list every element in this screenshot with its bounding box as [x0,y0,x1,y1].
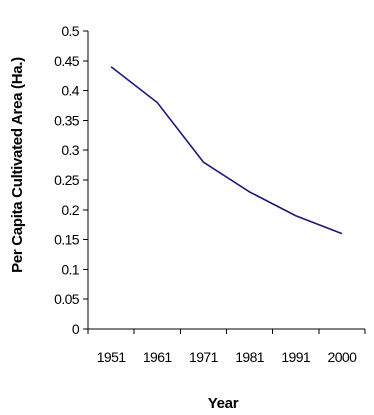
x-tick-label: 2000 [328,349,358,365]
x-tick-label: 1991 [281,349,311,365]
y-axis-title: Per Capita Cultivated Area (Ha.) [9,57,26,273]
x-axis: 1951 1961 1971 1981 1991 2000 [87,328,366,365]
x-tick-label: 1951 [97,349,127,365]
x-axis-title: Year [208,395,239,412]
y-tick-label: 0.05 [54,291,80,307]
y-tick-label: 0.25 [54,172,80,188]
series-line [110,66,343,235]
y-tick-label: 0.45 [54,53,80,69]
y-tick-label: 0.5 [61,23,79,39]
y-tick-label: 0 [72,321,80,337]
y-tick-label: 0.2 [61,202,79,218]
x-tick-label: 1961 [143,349,173,365]
x-tick-label: 1971 [189,349,219,365]
y-tick-label: 0.15 [54,232,80,248]
y-tick-label: 0.4 [61,83,79,99]
y-tick-label: 0.1 [61,261,79,277]
series-group [110,66,343,235]
y-tick-label: 0.35 [54,112,80,128]
y-tick-label: 0.3 [61,142,79,158]
x-tick-label: 1981 [235,349,265,365]
y-axis: 0 0.05 0.1 0.15 0.2 0.25 0.3 0.35 0.4 0.45 0.5 [54,23,89,337]
